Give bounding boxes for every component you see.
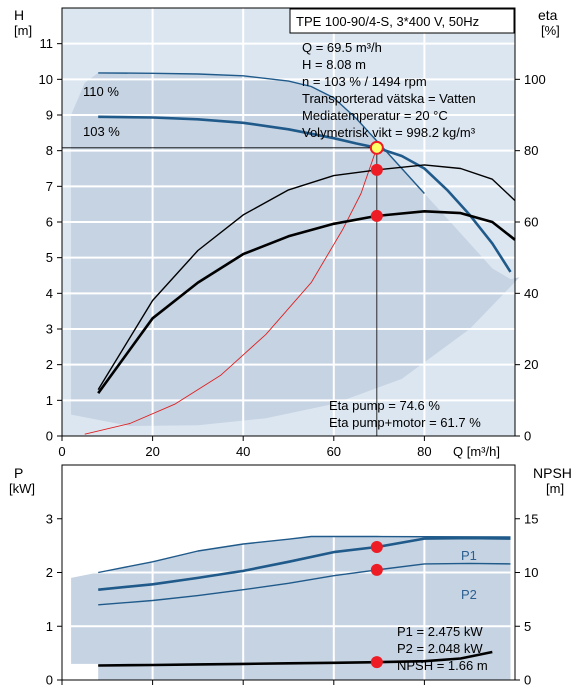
right-tick-label: 100 [524, 72, 546, 87]
left-tick-label: 3 [46, 322, 53, 337]
x-tick-label: 20 [145, 444, 159, 459]
right-tick-label: 60 [524, 215, 538, 230]
operating-point-marker [370, 209, 383, 222]
series-line-npsh [98, 650, 493, 667]
npsh-axis-title: NPSH [533, 465, 572, 481]
operating-point-marker [370, 163, 383, 176]
top-series [84, 72, 516, 435]
right-tick-label: 10 [524, 565, 538, 580]
duty-point-marker [369, 140, 384, 155]
annotation-p1: P1 = 2.475 kW [397, 624, 483, 639]
left-tick-label: 0 [46, 429, 53, 444]
top-grid [62, 8, 515, 436]
power-axis-title: P [14, 465, 23, 481]
operating-point-marker [370, 540, 383, 553]
x-axis-title: Q [m³/h] [453, 444, 500, 459]
left-tick-label: 4 [46, 286, 53, 301]
right-tick-label: 80 [524, 143, 538, 158]
series-line-eta-pump-motor [97, 210, 516, 394]
left-tick-label: 3 [46, 511, 53, 526]
series-line-p1 [98, 536, 511, 591]
right-axis-title: eta [538, 7, 558, 23]
info-line-liquid: Transporterad vätska = Vatten [302, 91, 476, 106]
bottom-series [98, 535, 511, 667]
right-tick-label: 40 [524, 286, 538, 301]
info-line-q: Q = 69.5 m³/h [302, 40, 382, 55]
left-tick-label: 7 [46, 179, 53, 194]
series-line-103- [98, 115, 512, 273]
top-ticks: 0 1 2 3 4 5 6 7 8 9 10 11 0 20 40 60 80 100 0 20 40 60 80 [39, 36, 546, 459]
operating-region [71, 72, 520, 427]
series-line-eta-pump [97, 164, 516, 390]
x-tick-label: 80 [417, 444, 431, 459]
left-tick-label: 2 [46, 357, 53, 372]
top-operating-points [62, 140, 384, 436]
left-tick-label: 2 [46, 565, 53, 580]
info-line-n: n = 103 % / 1494 rpm [302, 74, 427, 89]
series-label-p2: P2 [461, 587, 477, 602]
x-tick-label: 0 [58, 444, 65, 459]
bottom-operating-points [370, 540, 383, 669]
operating-point-marker [370, 656, 383, 669]
series-line-p1-upper [98, 535, 511, 574]
right-tick-label: 0 [524, 429, 531, 444]
info-box-title-frame [289, 8, 515, 34]
series-label-p1: P1 [461, 548, 477, 563]
annotation-eta-pump: Eta pump = 74.6 % [329, 398, 440, 413]
bottom-grid [62, 465, 515, 680]
bottom-ticks: 0 1 2 3 0 5 10 15 [46, 511, 539, 687]
info-box-title: TPE 100-90/4-S, 3*400 V, 50Hz [296, 14, 479, 29]
left-tick-label: 10 [39, 72, 53, 87]
x-tick-label: 60 [327, 444, 341, 459]
right-tick-label: 15 [524, 511, 538, 526]
head-efficiency-panel: 0 1 2 3 4 5 6 7 8 9 10 11 0 20 40 60 80 100 0 20 40 60 80 H [m… [14, 7, 560, 459]
left-tick-label: 6 [46, 215, 53, 230]
left-tick-label: 11 [40, 36, 54, 51]
power-npsh-panel: 0 1 2 3 0 5 10 15 P [kW] NPSH [m] P1 P2 P1 = 2.… [9, 464, 572, 688]
left-tick-label: 1 [46, 393, 53, 408]
series-label-110: 110 % [83, 84, 119, 99]
series-line-p2 [98, 562, 511, 606]
left-axis-title: H [14, 7, 24, 23]
annotation-eta-pump-motor: Eta pump+motor = 61.7 % [329, 415, 481, 430]
left-tick-label: 5 [46, 250, 53, 265]
left-tick-label: 0 [46, 673, 53, 688]
annotation-npsh: NPSH = 1.66 m [397, 658, 488, 673]
left-axis-unit: [m] [14, 23, 32, 38]
x-tick-label: 40 [236, 444, 250, 459]
power-axis-unit: [kW] [9, 481, 35, 496]
series-label-103: 103 % [83, 124, 120, 139]
series-line-system-curve [84, 147, 378, 435]
annotation-p2: P2 = 2.048 kW [397, 641, 483, 656]
operating-point-marker [370, 563, 383, 576]
right-tick-label: 0 [524, 673, 531, 688]
npsh-axis-unit: [m] [546, 481, 564, 496]
right-tick-label: 5 [524, 619, 531, 634]
info-line-density: Volymetrisk vikt = 998.2 kg/m³ [302, 125, 476, 140]
info-line-temp: Mediatemperatur = 20 °C [302, 108, 448, 123]
info-line-h: H = 8.08 m [302, 57, 366, 72]
left-tick-label: 1 [46, 619, 53, 634]
left-tick-label: 9 [46, 108, 53, 123]
right-tick-label: 20 [524, 357, 538, 372]
right-axis-unit: [%] [541, 23, 560, 38]
left-tick-label: 8 [46, 143, 53, 158]
